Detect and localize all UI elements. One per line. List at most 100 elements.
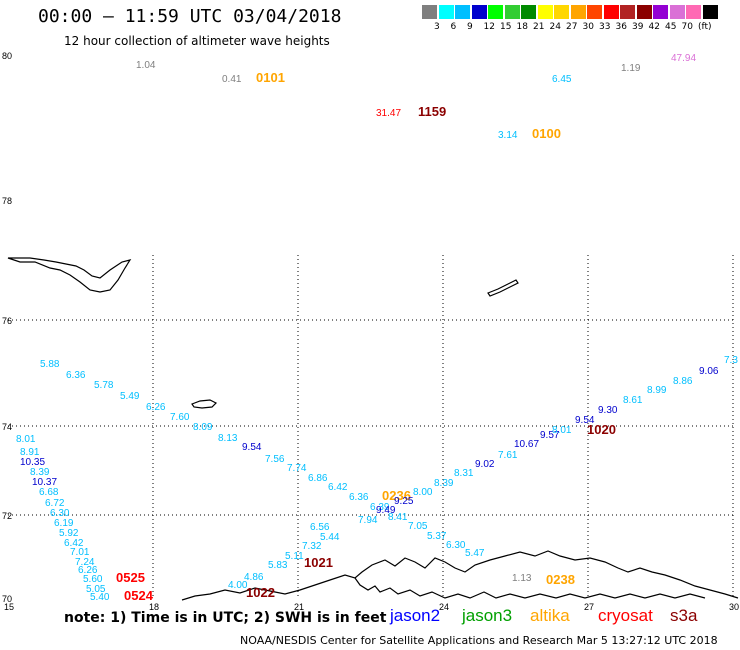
- wave-height-value: 6.19: [54, 518, 74, 529]
- map-title: 00:00 – 11:59 UTC 03/04/2018: [38, 6, 342, 27]
- pass-time-label: 1020: [587, 422, 616, 437]
- wave-height-value: 5.83: [268, 560, 288, 571]
- wave-height-value: 9.54: [575, 415, 595, 426]
- norway-fjords: [354, 577, 706, 599]
- wave-height-value: 5.37: [427, 531, 447, 542]
- wave-height-value: 8.13: [218, 433, 238, 444]
- wave-height-value: 7.61: [498, 450, 518, 461]
- wave-height-value: 8.99: [647, 385, 667, 396]
- map-subtitle: 12 hour collection of altimeter wave hei…: [64, 34, 330, 48]
- wave-height-value: 4.00: [228, 580, 248, 591]
- latitude-label: 80: [2, 51, 12, 61]
- wave-height-value: 5.49: [120, 391, 140, 402]
- wave-height-value: 10.67: [514, 439, 539, 450]
- wave-height-value: 7.74: [287, 463, 307, 474]
- wave-height-value: 10.35: [20, 457, 45, 468]
- scale-swatch: [422, 5, 437, 19]
- pass-time-label: 1159: [418, 104, 446, 119]
- wave-height-value: 8.09: [193, 422, 213, 433]
- pass-time-label: 0525: [116, 570, 145, 585]
- scale-label: 18: [516, 22, 528, 32]
- latitude-label: 76: [2, 316, 12, 326]
- longitude-label: 30: [729, 602, 739, 612]
- wave-height-value: 6.36: [349, 492, 369, 503]
- wave-height-value: 8.61: [623, 395, 643, 406]
- wave-height-value: 5.05: [86, 584, 106, 595]
- scale-swatch: [537, 5, 553, 19]
- wave-height-value: 5.47: [465, 548, 485, 559]
- wave-height-value: 8.39: [30, 467, 50, 478]
- scale-swatch: [554, 5, 569, 19]
- wave-height-value: 6.36: [66, 370, 86, 381]
- scale-label: 36: [615, 22, 627, 32]
- hopen-island: [487, 279, 519, 297]
- scale-label: 24: [549, 22, 561, 32]
- wave-height-value: 5.88: [40, 359, 60, 370]
- scale-label: 45: [665, 22, 677, 32]
- scale-label: 42: [648, 22, 660, 32]
- wave-height-value: 47.94: [671, 53, 696, 64]
- wave-height-value: 9.25: [394, 496, 414, 507]
- scale-label: 15: [500, 22, 512, 32]
- scale-swatch: [653, 5, 668, 19]
- wave-height-value: 6.39: [370, 502, 390, 513]
- wave-height-value: 6.68: [39, 487, 59, 498]
- scale-label: 33: [599, 22, 611, 32]
- wave-height-value: 8.39: [434, 478, 454, 489]
- longitude-label: 18: [149, 602, 159, 612]
- wave-height-value: 7.56: [265, 454, 285, 465]
- wave-height-value: 6.45: [552, 74, 572, 85]
- scale-label: 70: [681, 22, 693, 32]
- legend-jason2: jason2: [390, 606, 441, 625]
- pass-time-label: 1022: [246, 585, 275, 600]
- wave-height-value: 6.42: [328, 482, 348, 493]
- scale-label: 39: [632, 22, 644, 32]
- longitude-label: 15: [4, 602, 14, 612]
- scale-label: 27: [566, 22, 578, 32]
- wave-height-value: 9.30: [598, 405, 618, 416]
- coastline: [7, 257, 739, 601]
- bear-island: [191, 399, 218, 409]
- wave-height-value: 5.11: [285, 551, 304, 562]
- pass-time-label: 0100: [532, 126, 561, 141]
- wave-height-value: 8.91: [20, 447, 40, 458]
- wave-height-value: 8.31: [454, 468, 474, 479]
- wave-height-value: 9.57: [540, 430, 560, 441]
- wave-height-value: 6.30: [50, 508, 70, 519]
- wave-height-value: 8.41: [388, 512, 408, 523]
- wave-height-value: 9.02: [475, 459, 495, 470]
- scale-label: 30: [582, 22, 594, 32]
- legend-altika: altika: [530, 606, 570, 625]
- wave-height-value: 3.14: [498, 130, 518, 141]
- longitude-label: 27: [584, 602, 594, 612]
- wave-height-value: 7.60: [170, 412, 190, 423]
- legend-jason3: jason3: [462, 606, 513, 625]
- wave-height-value: 6.26: [78, 565, 98, 576]
- longitude-label: 24: [439, 602, 449, 612]
- scale-swatch: [521, 5, 536, 19]
- lat-lon-grid: [8, 255, 734, 598]
- wave-height-value: 1.19: [621, 63, 641, 74]
- scale-swatch: [636, 5, 652, 19]
- wave-height-value: 5.44: [320, 532, 340, 543]
- wave-height-value: 9.06: [699, 366, 719, 377]
- legend-s3a: s3a: [670, 606, 698, 625]
- scale-unit: (ft): [698, 22, 712, 32]
- wave-height-value: 5.40: [90, 592, 110, 603]
- pass-time-label: 0238: [546, 572, 575, 587]
- wave-height-value: 7.01: [70, 547, 90, 558]
- wave-height-value: 5.78: [94, 380, 114, 391]
- wave-height-value: 10.37: [32, 477, 57, 488]
- wave-height-value: 7.94: [358, 515, 378, 526]
- wave-height-value: 7.32: [302, 541, 322, 552]
- pass-time-label: 1021: [304, 555, 333, 570]
- scale-swatch: [686, 5, 701, 19]
- latitude-label: 70: [2, 594, 12, 604]
- norway-coast: [181, 550, 739, 601]
- wave-height-value: 9.54: [242, 442, 262, 453]
- latitude-label: 78: [2, 196, 12, 206]
- wave-height-value: 6.42: [64, 538, 84, 549]
- note-text: note: 1) Time is in UTC; 2) SWH is in fe…: [64, 610, 387, 626]
- wave-height-value: 6.86: [308, 473, 328, 484]
